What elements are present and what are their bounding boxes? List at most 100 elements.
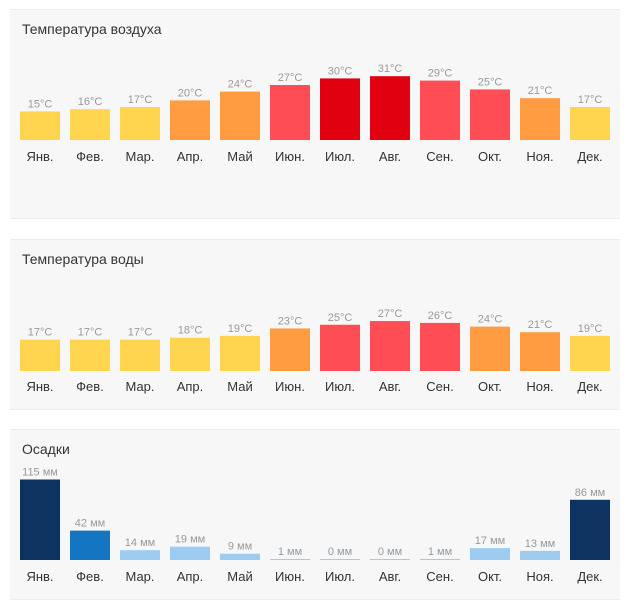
water-month-label-4: Апр. [177,379,204,394]
precip-month-label-7: Июл. [325,569,355,584]
precip-month-label-8: Авг. [379,569,401,584]
water-value-label-9: 26°C [428,310,453,322]
precip-bar-11 [520,550,560,560]
air-value-label-10: 25°C [478,76,503,88]
precip-bar-12 [570,499,610,560]
precip-bar-4 [170,546,210,560]
precip-value-label-2: 42 мм [75,518,105,530]
air-month-label-12: Дек. [577,149,602,164]
precip-month-label-10: Окт. [478,569,502,584]
water-temperature-chart: 17°C Янв. 17°C Фев. 17°C Мар. 18°C Апр. 19°C Май 2… [20,308,610,394]
air-value-label-11: 21°C [528,85,553,97]
air-bar-5 [220,91,260,140]
water-bar-5 [220,335,260,371]
air-bar-7 [320,78,360,140]
air-month-label-7: Июл. [325,149,355,164]
precip-bar-10 [470,548,510,560]
water-value-label-3: 17°C [128,327,153,339]
water-value-label-7: 25°C [328,312,353,324]
air-bar-9 [420,80,460,140]
precip-value-label-4: 19 мм [175,534,205,546]
precip-value-label-1: 115 мм [22,467,58,479]
water-month-label-8: Авг. [379,379,401,394]
water-month-label-7: Июл. [325,379,355,394]
water-bar-3 [120,339,160,371]
water-bar-2 [70,339,110,371]
air-bar-1 [20,111,60,140]
water-bar-1 [20,339,60,371]
air-value-label-4: 20°C [178,87,203,99]
precip-month-label-3: Мар. [125,569,154,584]
water-month-label-6: Июн. [275,379,305,394]
water-month-label-12: Дек. [577,379,602,394]
air-month-label-11: Ноя. [526,149,553,164]
precip-value-label-11: 13 мм [525,538,555,550]
water-value-label-6: 23°C [278,315,303,327]
precip-month-label-4: Апр. [177,569,204,584]
air-value-label-7: 30°C [328,65,353,77]
air-temperature-panel: Температура воздуха 15°C Янв. 16°C Фев. 17°C… [10,9,620,219]
precip-bar-3 [120,550,160,560]
precip-bar-7 [320,559,360,560]
precip-month-label-11: Ноя. [526,569,553,584]
water-month-label-2: Фев. [76,379,104,394]
precip-value-label-9: 1 мм [428,546,452,558]
air-month-label-3: Мар. [125,149,154,164]
air-temperature-chart: 15°C Янв. 16°C Фев. 17°C Мар. 20°C Апр. 24°C Май 2… [20,63,610,164]
precipitation-title: Осадки [22,441,70,457]
water-value-label-11: 21°C [528,319,553,331]
precip-value-label-10: 17 мм [475,535,505,547]
precip-value-label-5: 9 мм [228,541,252,553]
air-bar-12 [570,107,610,140]
air-month-label-1: Янв. [26,149,53,164]
water-bar-12 [570,335,610,371]
water-value-label-2: 17°C [78,327,103,339]
water-month-label-9: Сен. [426,379,453,394]
air-bar-10 [470,89,510,140]
air-value-label-6: 27°C [278,72,303,84]
precipitation-panel: Осадки 115 мм Янв. 42 мм Фев. 14 мм Мар. 19 мм… [10,429,620,600]
precip-month-label-12: Дек. [577,569,602,584]
water-bar-6 [270,328,310,371]
water-value-label-10: 24°C [478,314,503,326]
water-bar-10 [470,326,510,371]
water-month-label-5: Май [227,379,252,394]
water-bar-8 [370,321,410,371]
water-value-label-1: 17°C [28,327,53,339]
air-month-label-8: Авг. [379,149,401,164]
air-value-label-3: 17°C [128,94,153,106]
water-bar-4 [170,337,210,371]
air-month-label-5: Май [227,149,252,164]
precip-month-label-6: Июн. [275,569,305,584]
air-value-label-12: 17°C [578,94,603,106]
air-bar-8 [370,76,410,140]
water-value-label-12: 19°C [578,323,603,335]
air-bar-11 [520,98,560,140]
precip-bar-8 [370,559,410,560]
air-month-label-4: Апр. [177,149,204,164]
water-temperature-panel: Температура воды 17°C Янв. 17°C Фев. 17°C Мар… [10,239,620,410]
water-bar-11 [520,332,560,371]
precip-value-label-3: 14 мм [125,537,155,549]
air-month-label-2: Фев. [76,149,104,164]
precip-bar-5 [220,553,260,560]
water-month-label-3: Мар. [125,379,154,394]
water-month-label-10: Окт. [478,379,502,394]
precip-month-label-5: Май [227,569,252,584]
air-bar-4 [170,100,210,140]
air-value-label-8: 31°C [378,63,403,75]
precip-value-label-7: 0 мм [328,546,352,558]
water-month-label-1: Янв. [26,379,53,394]
air-value-label-9: 29°C [428,68,453,80]
precipitation-chart: 115 мм Янв. 42 мм Фев. 14 мм Мар. 19 мм Апр. 9 м… [20,467,610,584]
water-value-label-4: 18°C [178,325,203,337]
water-bar-9 [420,322,460,371]
air-value-label-2: 16°C [78,96,103,108]
air-value-label-1: 15°C [28,98,53,110]
air-bar-3 [120,107,160,140]
precip-bar-2 [70,530,110,560]
precip-month-label-9: Сен. [426,569,453,584]
water-temperature-title: Температура воды [22,251,144,267]
water-month-label-11: Ноя. [526,379,553,394]
precip-month-label-1: Янв. [26,569,53,584]
